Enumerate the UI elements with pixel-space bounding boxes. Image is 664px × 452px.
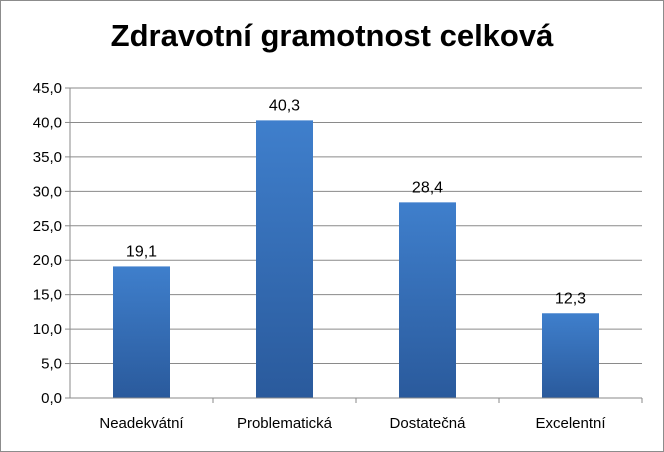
bar [542,313,599,398]
data-label: 12,3 [555,290,586,307]
y-tick-label: 10,0 [33,321,62,338]
data-label: 19,1 [126,243,157,260]
data-label: 40,3 [269,97,300,114]
x-tick-label: Problematická [237,415,333,432]
bar [399,202,456,398]
y-tick-label: 30,0 [33,183,62,200]
y-tick-label: 15,0 [33,287,62,304]
y-tick-label: 40,0 [33,114,62,131]
bar [113,266,170,398]
x-tick-label: Excelentní [535,415,606,432]
chart-title: Zdravotní gramotnost celková [110,18,554,53]
x-tick-label: Neadekvátní [99,415,184,432]
y-tick-label: 35,0 [33,149,62,166]
y-tick-label: 45,0 [33,80,62,97]
bar [256,120,313,398]
y-tick-label: 20,0 [33,252,62,269]
y-tick-label: 25,0 [33,218,62,235]
y-tick-label: 0,0 [41,390,62,407]
y-tick-label: 5,0 [41,356,62,373]
data-label: 28,4 [412,179,443,196]
x-tick-label: Dostatečná [390,415,467,432]
